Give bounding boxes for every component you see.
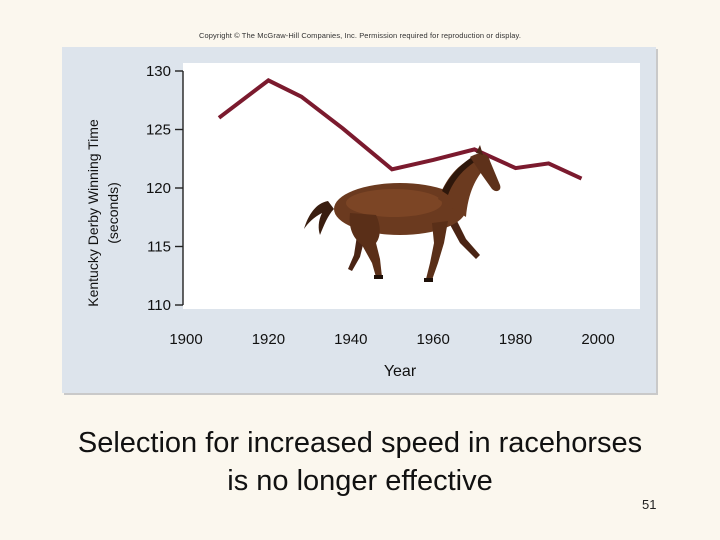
slide-caption: Selection for increased speed in racehor… [0, 424, 720, 500]
axes [175, 70, 582, 306]
y-tick-label: 120 [146, 180, 171, 197]
y-tick-label: 115 [147, 239, 171, 256]
x-tick-label: 1940 [334, 331, 367, 348]
y-axis-label-line2: (seconds) [105, 182, 121, 243]
chart-panel: 110 115 120 125 130 1900 1920 1940 1960 1980 2000 [62, 47, 656, 393]
x-tick-label: 2000 [581, 331, 614, 348]
x-tick-label: 1920 [252, 331, 285, 348]
x-tick-label: 1960 [417, 331, 450, 348]
slide-number: 51 [642, 497, 657, 512]
y-axis-label-line1: Kentucky Derby Winning Time [85, 119, 101, 307]
copyright-notice: Copyright © The McGraw-Hill Companies, I… [198, 31, 522, 40]
y-tick-label: 125 [146, 122, 171, 139]
y-tick-label: 110 [147, 297, 171, 314]
series-line [217, 78, 583, 181]
caption-line-1: Selection for increased speed in racehor… [77, 427, 643, 459]
x-tick-label: 1900 [169, 331, 202, 348]
caption-line-2: is no longer effective [227, 465, 493, 497]
tick-labels: 110 115 120 125 130 1900 1920 1940 1960 1980 2000 [146, 63, 615, 348]
x-tick-label: 1980 [499, 331, 532, 348]
winning-time-chart: 110 115 120 125 130 1900 1920 1940 1960 1980 2000 [85, 63, 640, 380]
x-axis-label: Year [384, 363, 417, 380]
horse-icon [304, 145, 501, 282]
y-tick-label: 130 [146, 63, 171, 80]
